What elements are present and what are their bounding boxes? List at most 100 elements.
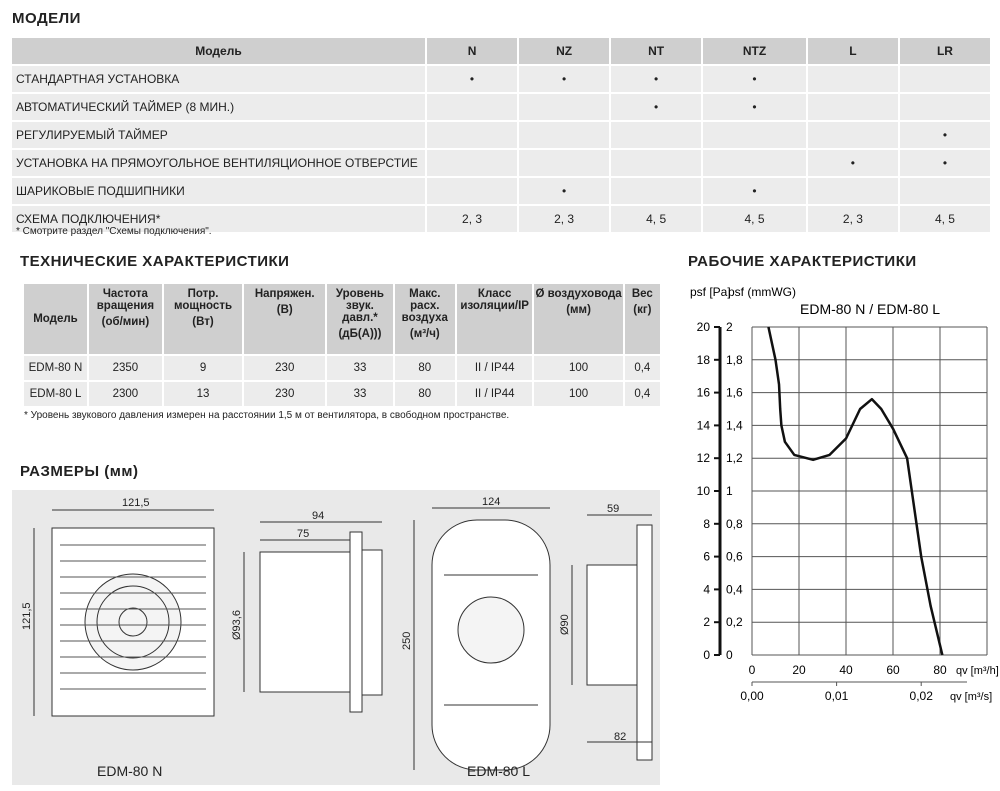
ylabel-mm: psf (mmWG) xyxy=(728,285,796,299)
tech-cell: 100 xyxy=(532,380,625,408)
y-tick-label-mm: 0,2 xyxy=(726,615,743,629)
models-cell: УСТАНОВКА НА ПРЯМОУГОЛЬНОЕ ВЕНТИЛЯЦИОННО… xyxy=(10,148,427,178)
header-label: Напряжен. xyxy=(254,288,315,300)
header-label: Модель xyxy=(33,312,78,325)
models-cell: • xyxy=(805,148,900,178)
models-cell: РЕГУЛИРУЕМЫЙ ТАЙМЕР xyxy=(10,120,427,150)
models-cell xyxy=(805,120,900,150)
y-tick-label-pa: 6 xyxy=(703,550,710,564)
x2-tick-label: 0,01 xyxy=(825,689,849,703)
models-header-cell: NZ xyxy=(517,36,612,66)
tech-header-cell: Вес (кг) xyxy=(622,282,663,356)
models-cell: • xyxy=(701,176,808,206)
tech-header-cell: Модель xyxy=(22,282,89,356)
models-cell xyxy=(517,92,612,122)
header-unit: (В) xyxy=(276,304,293,316)
y-tick-label-pa: 8 xyxy=(703,517,710,531)
tech-cell: II / IP44 xyxy=(454,354,535,382)
tech-cell: 13 xyxy=(161,380,245,408)
dim-label: 121,5 xyxy=(122,497,150,509)
models-note: * Смотрите раздел "Схемы подключения". xyxy=(16,226,212,237)
y-tick-label-mm: 0,6 xyxy=(726,550,743,564)
models-cell: • xyxy=(701,64,808,94)
models-cell xyxy=(517,120,612,150)
table-row: УСТАНОВКА НА ПРЯМОУГОЛЬНОЕ ВЕНТИЛЯЦИОННО… xyxy=(10,148,993,178)
y-tick-label-pa: 18 xyxy=(697,353,711,367)
header-label: Ø воздуховода xyxy=(535,288,622,300)
tech-cell: EDM-80 L xyxy=(22,380,89,408)
header-unit: (Вт) xyxy=(192,316,214,328)
models-cell: 4, 5 xyxy=(609,204,704,234)
models-cell: • xyxy=(897,148,993,178)
dim-label: 82 xyxy=(614,731,626,743)
models-cell xyxy=(424,120,520,150)
models-cell: 4, 5 xyxy=(897,204,993,234)
table-row: СХЕМА ПОДКЛЮЧЕНИЯ* 2, 3 2, 3 4, 5 4, 5 2, 3 4,… xyxy=(10,204,993,234)
models-cell: • xyxy=(424,64,520,94)
dim-label: Ø90 xyxy=(559,614,571,635)
models-cell xyxy=(805,64,900,94)
models-cell xyxy=(517,148,612,178)
tech-table: Модель Частота вращения (об/мин) Потр. мощн… xyxy=(22,282,663,408)
dim-label: 59 xyxy=(607,503,619,515)
models-header-cell: N xyxy=(424,36,520,66)
models-cell: 2, 3 xyxy=(805,204,900,234)
tech-cell: 2300 xyxy=(86,380,164,408)
y-tick-label-pa: 0 xyxy=(703,648,710,662)
dim-label: 94 xyxy=(312,510,324,522)
dim-label: 250 xyxy=(401,632,413,650)
models-cell: 4, 5 xyxy=(701,204,808,234)
fan-l-side-drawing xyxy=(571,514,653,761)
table-row: EDM-80 L 2300 13 230 33 80 II / IP44 100 0,4 xyxy=(22,380,663,408)
models-cell: • xyxy=(701,92,808,122)
x-tick-label: 80 xyxy=(933,663,947,677)
tech-cell: 33 xyxy=(325,380,395,408)
models-header-cell: L xyxy=(805,36,900,66)
tech-header-cell: Потр. мощность (Вт) xyxy=(161,282,245,356)
table-row: СТАНДАРТНАЯ УСТАНОВКА • • • • xyxy=(10,64,993,94)
tech-cell: 230 xyxy=(242,354,328,382)
table-row: АВТОМАТИЧЕСКИЙ ТАЙМЕР (8 МИН.) • • xyxy=(10,92,993,122)
models-cell: • xyxy=(897,120,993,150)
header-label: Уровень звук. давл.* xyxy=(335,288,385,324)
y-tick-label-pa: 12 xyxy=(697,451,711,465)
models-header-cell: Модель xyxy=(10,36,427,66)
y-tick-label-mm: 2 xyxy=(726,320,733,334)
models-cell: ШАРИКОВЫЕ ПОДШИПНИКИ xyxy=(10,176,427,206)
x2-tick-label: 0,02 xyxy=(910,689,934,703)
tech-cell: 0,4 xyxy=(622,354,663,382)
tech-cell: 230 xyxy=(242,380,328,408)
models-cell xyxy=(805,92,900,122)
header-unit: (дБ(А))) xyxy=(338,328,382,340)
models-cell xyxy=(897,64,993,94)
tech-header-cell: Ø воздуховода (мм) xyxy=(532,282,625,356)
models-title: МОДЕЛИ xyxy=(12,10,81,27)
tech-header-cell: Класс изоляции/IP xyxy=(454,282,535,356)
models-cell xyxy=(609,148,704,178)
header-unit: (кг) xyxy=(633,304,652,316)
tech-header-cell: Частота вращения (об/мин) xyxy=(86,282,164,356)
y-tick-label-pa: 20 xyxy=(697,320,711,334)
tech-cell: 2350 xyxy=(86,354,164,382)
tech-header-cell: Уровень звук. давл.* (дБ(А))) xyxy=(325,282,395,356)
models-cell xyxy=(897,176,993,206)
dim-label: 75 xyxy=(297,528,309,540)
ylabel-pa: psf [Pa] xyxy=(690,285,731,299)
caption-n: EDM-80 N xyxy=(97,763,162,779)
y-tick-label-mm: 1,4 xyxy=(726,418,743,432)
chart-subtitle: EDM-80 N / EDM-80 L xyxy=(800,301,940,317)
models-cell xyxy=(609,120,704,150)
models-cell xyxy=(701,148,808,178)
header-unit: (об/мин) xyxy=(101,316,150,328)
tech-cell: II / IP44 xyxy=(454,380,535,408)
models-cell xyxy=(701,120,808,150)
models-cell xyxy=(424,148,520,178)
fan-n-front-drawing xyxy=(33,509,215,717)
models-cell: СТАНДАРТНАЯ УСТАНОВКА xyxy=(10,64,427,94)
models-table: Модель N NZ NT NTZ L LR СТАНДАРТНАЯ УСТАНОВКА • •… xyxy=(10,36,993,234)
tech-cell: 0,4 xyxy=(622,380,663,408)
y-tick-label-mm: 1 xyxy=(726,484,733,498)
y-tick-label-pa: 2 xyxy=(703,615,710,629)
header-label: Вес xyxy=(631,288,653,300)
tech-title: ТЕХНИЧЕСКИЕ ХАРАКТЕРИСТИКИ xyxy=(20,253,290,270)
